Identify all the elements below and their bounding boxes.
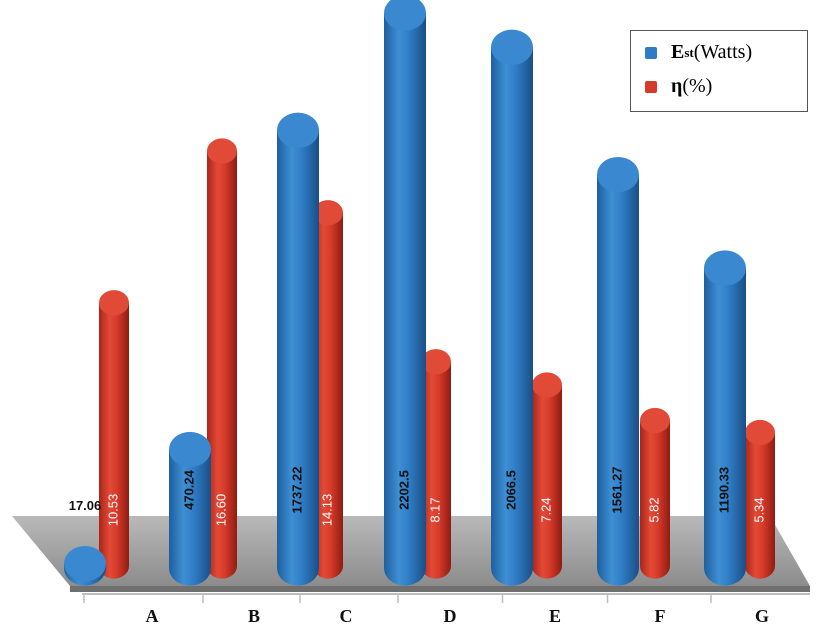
bar-eta-G [745,419,775,579]
bar-est-B [169,431,211,586]
bar-eta-E [532,372,562,579]
legend-swatch-blue [645,46,657,59]
data-label-est-G: 1190.33 [716,467,731,513]
data-label-est-B: 470.24 [181,469,196,510]
legend-label-main: E [671,41,685,63]
data-label-eta-E: 7.24 [538,497,553,522]
data-label-est-D: 2202.5 [396,470,411,510]
bar-est-C [277,112,319,586]
bar-eta-A [99,290,129,579]
legend-swatch-red [645,80,657,93]
data-label-est-E: 2066.5 [503,470,518,510]
x-tick-label-C: C [340,606,353,626]
bar-est-E [491,29,533,586]
bar-eta-C [313,200,343,579]
legend-item-eta: η (%) [645,75,712,98]
bar-est-D [384,0,426,586]
data-label-eta-G: 5.34 [751,497,766,522]
x-tick-label-D: D [444,606,457,626]
legend-label-rest: (%) [682,75,713,97]
data-label-eta-A: 10.53 [105,494,120,527]
legend-label-main: η [671,75,683,97]
bar-est-F [597,156,639,586]
data-label-est-C: 1737.22 [289,467,304,514]
x-tick-label-F: F [655,606,666,626]
legend-label-sub: st [684,44,694,60]
bar-eta-F [640,407,670,579]
x-tick-label-G: G [755,606,769,626]
legend-label-rest: (Watts) [693,41,753,63]
data-label-eta-C: 14.13 [319,494,334,527]
bar-est-A [64,546,106,586]
bar-eta-B [207,138,237,579]
data-label-est-F: 1561.27 [609,467,624,514]
data-label-eta-D: 8.17 [427,497,442,522]
x-tick-label-B: B [248,606,260,626]
bar-eta-D [421,349,451,579]
data-label-eta-B: 16.60 [213,494,228,527]
data-label-est-A: 17.06 [69,498,102,513]
data-label-eta-F: 5.82 [646,497,661,522]
x-tick-label-E: E [549,606,561,626]
x-tick-label-A: A [146,606,159,626]
bar-est-G [704,250,746,586]
